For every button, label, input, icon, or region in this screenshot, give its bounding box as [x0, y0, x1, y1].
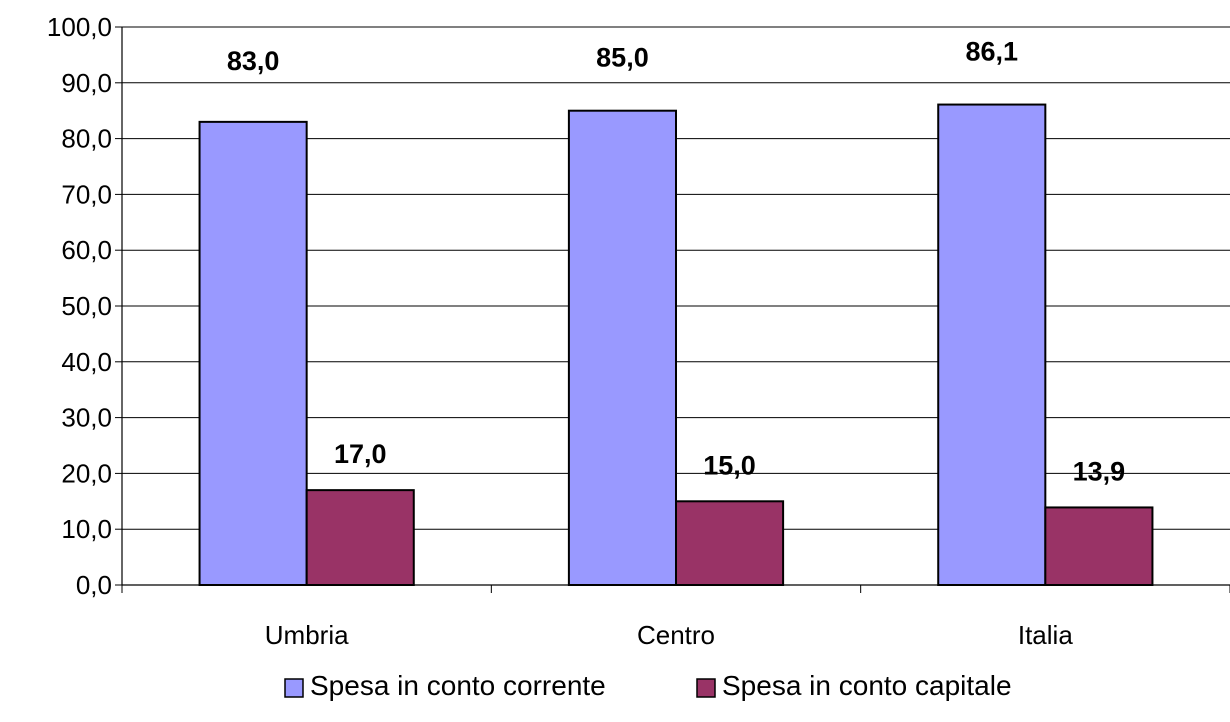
y-tick-label: 20,0: [61, 458, 112, 488]
data-label: 17,0: [334, 439, 387, 469]
bar-corrente: [567, 109, 677, 586]
data-label: 86,1: [965, 37, 1018, 67]
y-tick-label: 40,0: [61, 347, 112, 377]
data-label: 13,9: [1073, 456, 1126, 486]
data-label: 15,0: [703, 450, 756, 480]
data-label: 83,0: [227, 46, 280, 76]
legend-swatch: [284, 678, 304, 698]
legend-label: Spesa in conto capitale: [722, 670, 1012, 701]
y-tick-label: 50,0: [61, 291, 112, 321]
bar-capitale: [305, 489, 415, 587]
y-tick-label: 10,0: [61, 514, 112, 544]
x-category-label: Umbria: [265, 620, 349, 650]
data-labels: 83,0 17,0 85,0 15,0 86,1 13,9: [227, 37, 1125, 487]
bar-capitale: [675, 500, 785, 586]
bar-corrente: [198, 120, 308, 587]
bars: [198, 103, 1154, 587]
y-tick-label: 30,0: [61, 403, 112, 433]
axes: 0,0 10,0 20,0 30,0 40,0 50,0 60,0 70,0 80,0 90,0 1…: [47, 12, 1230, 650]
y-tick-label: 90,0: [61, 68, 112, 98]
y-tick-label: 80,0: [61, 124, 112, 154]
y-tick-label: 100,0: [47, 12, 112, 42]
y-tick-label: 0,0: [76, 570, 112, 600]
x-category-label: Italia: [1018, 620, 1073, 650]
legend: Spesa in conto corrente Spesa in conto ca…: [284, 670, 1012, 701]
x-category-label: Centro: [637, 620, 715, 650]
data-label: 85,0: [596, 43, 649, 73]
y-tick-label: 60,0: [61, 235, 112, 265]
y-tick-label: 70,0: [61, 179, 112, 209]
bar-corrente: [937, 103, 1047, 586]
bar-capitale: [1044, 506, 1154, 586]
legend-swatch: [696, 678, 716, 698]
legend-label: Spesa in conto corrente: [310, 670, 606, 701]
